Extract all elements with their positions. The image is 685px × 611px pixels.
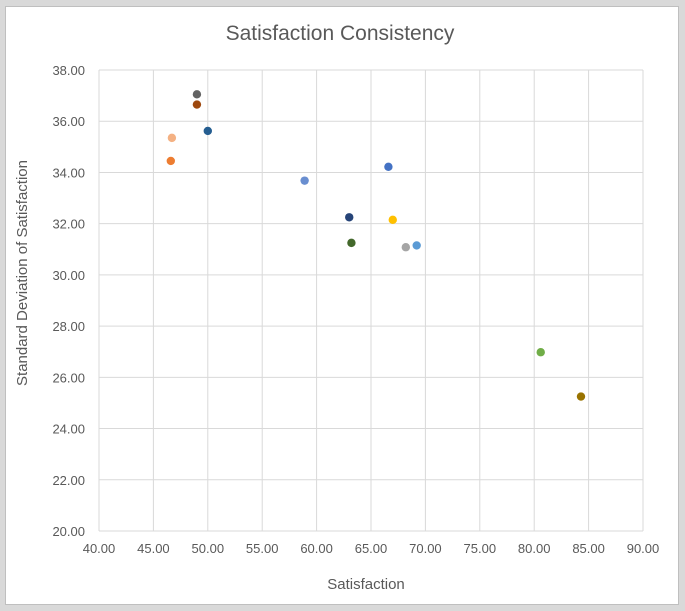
x-tick-label: 80.00 <box>518 541 551 556</box>
x-tick-label: 90.00 <box>627 541 660 556</box>
y-tick-label: 30.00 <box>52 268 85 283</box>
y-tick-label: 32.00 <box>52 217 85 232</box>
x-tick-label: 75.00 <box>464 541 497 556</box>
y-tick-label: 34.00 <box>52 165 85 180</box>
scatter-point[interactable] <box>384 162 393 172</box>
scatter-point[interactable] <box>192 90 202 99</box>
scatter-point[interactable] <box>347 238 356 248</box>
x-tick-label: 40.00 <box>83 541 116 556</box>
chart-title: Satisfaction Consistency <box>226 22 455 45</box>
scatter-point[interactable] <box>203 126 212 136</box>
gridlines <box>98 69 644 532</box>
scatter-point[interactable] <box>576 392 586 401</box>
scatter-point[interactable] <box>300 176 309 185</box>
x-tick-label: 65.00 <box>355 541 388 556</box>
x-tick-label: 60.00 <box>300 541 333 556</box>
scatter-point[interactable] <box>388 215 397 225</box>
x-tick-label: 55.00 <box>246 541 279 556</box>
y-tick-label: 26.00 <box>52 370 85 385</box>
x-axis-title: Satisfaction <box>327 576 405 593</box>
x-tick-label: 85.00 <box>572 541 605 556</box>
chart-frame: 40.00 45.00 50.00 55.00 60.00 65.00 70.00 75.00… <box>5 6 679 605</box>
y-axis-title: Standard Deviation of Satisfaction <box>14 160 31 386</box>
scatter-point[interactable] <box>401 243 411 252</box>
scatter-point[interactable] <box>345 213 354 222</box>
data-points <box>166 90 586 401</box>
scatter-point[interactable] <box>412 241 421 250</box>
x-tick-label: 50.00 <box>192 541 225 556</box>
y-tick-label: 38.00 <box>52 63 85 78</box>
y-tick-label: 22.00 <box>52 473 85 488</box>
y-tick-label: 24.00 <box>52 422 85 437</box>
x-tick-label: 70.00 <box>409 541 442 556</box>
y-tick-label: 36.00 <box>52 114 85 129</box>
scatter-point[interactable] <box>536 348 545 357</box>
tick-labels: 40.00 45.00 50.00 55.00 60.00 65.00 70.00 75.00… <box>52 63 659 556</box>
scatter-point[interactable] <box>192 100 202 109</box>
y-tick-label: 28.00 <box>52 319 85 334</box>
scatter-point[interactable] <box>167 133 177 143</box>
scatter-point[interactable] <box>166 156 176 166</box>
scatter-chart: 40.00 45.00 50.00 55.00 60.00 65.00 70.00 75.00… <box>14 22 659 593</box>
y-tick-label: 20.00 <box>52 524 85 539</box>
x-tick-label: 45.00 <box>137 541 170 556</box>
